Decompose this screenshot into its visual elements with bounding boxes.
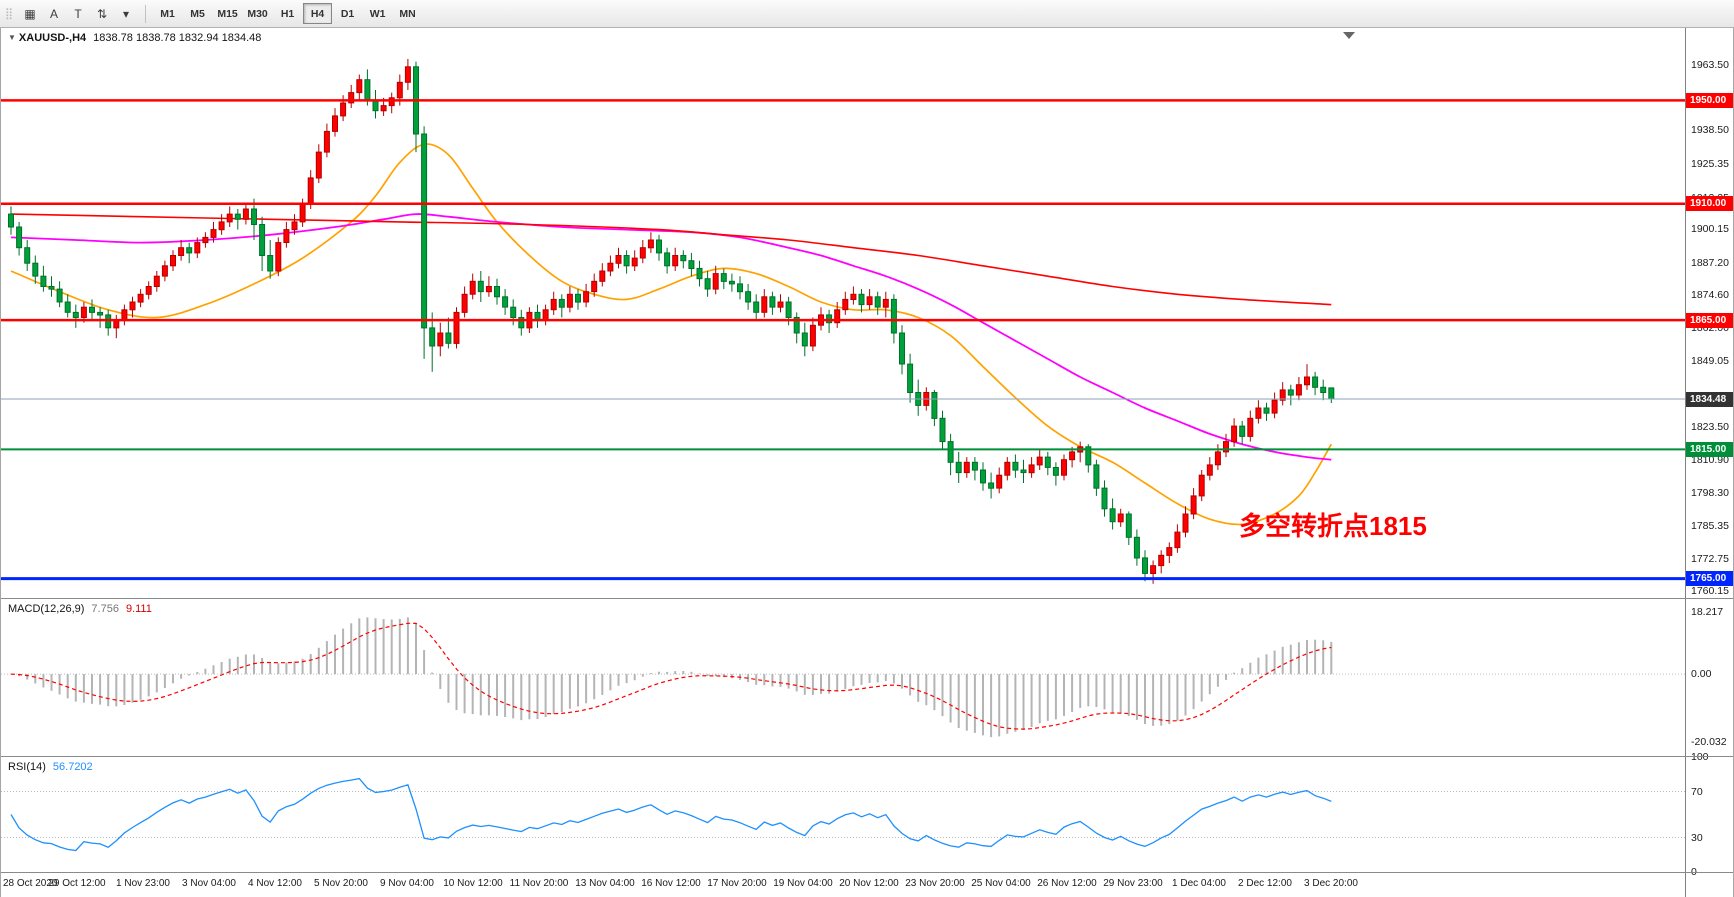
macd-axis-label: 18.217: [1691, 606, 1724, 618]
price-axis-label: 1760.15: [1691, 585, 1729, 597]
timeframe-button-mn[interactable]: MN: [399, 7, 416, 20]
price-axis-label: 1810.90: [1691, 454, 1729, 466]
text-box-button[interactable]: T: [74, 6, 82, 21]
time-axis-label: 3 Nov 04:00: [182, 878, 236, 889]
price-axis-label: 1900.15: [1691, 223, 1729, 235]
chart-window: 28 Oct 2020 29 Oct 12:00 1 Nov 23:00 3 Nov …: [0, 28, 1734, 897]
rsi-axis-label: 100: [1691, 751, 1709, 763]
price-axis-label: 1938.50: [1691, 124, 1729, 136]
time-axis-label: 26 Nov 12:00: [1037, 878, 1097, 889]
pane-separator[interactable]: [1, 598, 1733, 599]
time-axis-label: 29 Oct 12:00: [48, 878, 106, 889]
timeframe-button-m15[interactable]: M15: [217, 7, 238, 20]
price-tag-1950.00: 1950.00: [1686, 93, 1733, 108]
time-axis-label: 9 Nov 04:00: [380, 878, 434, 889]
toolbar: ⣿ ▦ A T ⇅ ▾ M1 M5 M15 M30 H1 H4 D1 W1 MN: [0, 0, 1734, 28]
macd-main-value: 7.756: [91, 603, 119, 615]
ma-mid-magenta-line[interactable]: [10, 213, 1332, 461]
timeframe-button-w1[interactable]: W1: [369, 7, 386, 20]
price-axis[interactable]: 1963.501938.501925.351912.251900.151887.…: [1685, 28, 1733, 897]
pane-separator: [1, 872, 1733, 873]
chart-text-annotation[interactable]: 多空转折点1815: [1239, 511, 1427, 541]
price-axis-label: 1823.50: [1691, 421, 1729, 433]
ohlc-values: 1838.78 1838.78 1832.94 1834.48: [93, 32, 262, 44]
text-label-button[interactable]: A: [50, 6, 59, 21]
price-axis-label: 1963.50: [1691, 59, 1729, 71]
toolbar-drag-handle-icon[interactable]: ⣿: [5, 8, 14, 20]
timeframe-button-h4[interactable]: H4: [303, 3, 333, 24]
time-axis-label: 28 Oct 2020: [3, 878, 58, 889]
price-axis-label: 1785.35: [1691, 520, 1729, 532]
price-axis-label: 1887.20: [1691, 257, 1729, 269]
rsi-axis-label: 70: [1691, 786, 1703, 798]
macd-signal-line: [10, 622, 1332, 730]
rsi-title: RSI(14): [8, 761, 46, 773]
time-axis-label: 3 Dec 20:00: [1304, 878, 1358, 889]
time-axis-label: 17 Nov 20:00: [707, 878, 767, 889]
price-axis-label: 1772.75: [1691, 553, 1729, 565]
rsi-value: 56.7202: [52, 761, 93, 773]
rsi-line: [10, 777, 1332, 852]
pane-separator[interactable]: [1, 756, 1733, 757]
macd-indicator-pane[interactable]: [1, 599, 1685, 756]
time-axis-label: 23 Nov 20:00: [905, 878, 965, 889]
macd-header: MACD(12,26,9) 7.756 9.111: [8, 603, 152, 615]
candles-group: [8, 59, 1335, 584]
timeframe-button-h1[interactable]: H1: [280, 7, 295, 20]
time-axis-label: 10 Nov 12:00: [443, 878, 503, 889]
price-tag-1865.00: 1865.00: [1686, 313, 1733, 328]
rsi-header: RSI(14) 56.7202: [8, 761, 93, 773]
time-axis[interactable]: 28 Oct 2020 29 Oct 12:00 1 Nov 23:00 3 Nov …: [1, 873, 1685, 897]
rsi-axis-label: 30: [1691, 832, 1703, 844]
price-axis-label: 1925.35: [1691, 158, 1729, 170]
timeframe-button-m1[interactable]: M1: [160, 7, 175, 20]
price-tag-1910.00: 1910.00: [1686, 196, 1733, 211]
rsi-indicator-pane[interactable]: [1, 757, 1685, 872]
main-price-chart[interactable]: [1, 28, 1685, 598]
timeframe-button-d1[interactable]: D1: [340, 7, 355, 20]
price-tag-1815.00: 1815.00: [1686, 442, 1733, 457]
symbol-label: XAUUSD-,H4: [18, 32, 87, 44]
symbol-ohlc-readout: ▼ XAUUSD-,H4 1838.78 1838.78 1832.94 1834.…: [8, 32, 261, 44]
price-axis-label: 1798.30: [1691, 487, 1729, 499]
toolbar-dropdown-button[interactable]: ▾: [123, 6, 130, 21]
price-axis-label: 1849.05: [1691, 355, 1729, 367]
macd-axis-label: 0.00: [1691, 668, 1712, 680]
symbol-dropdown-icon[interactable]: ▼: [8, 33, 16, 42]
time-axis-label: 25 Nov 04:00: [971, 878, 1031, 889]
time-axis-label: 2 Dec 12:00: [1238, 878, 1292, 889]
time-axis-label: 11 Nov 20:00: [509, 878, 569, 889]
ma-slow-red-line[interactable]: [10, 213, 1332, 306]
tool-button-group: ▦ A T ⇅ ▾: [18, 3, 138, 25]
time-axis-label: 1 Nov 23:00: [116, 878, 170, 889]
time-axis-label: 19 Nov 04:00: [773, 878, 833, 889]
time-axis-label: 1 Dec 04:00: [1172, 878, 1226, 889]
time-axis-label: 13 Nov 04:00: [575, 878, 635, 889]
ma-fast-orange-line[interactable]: [10, 143, 1333, 526]
scroll-anchor-icon[interactable]: [1343, 32, 1355, 39]
current-price-tag: 1834.48: [1686, 392, 1733, 407]
time-axis-label: 20 Nov 12:00: [839, 878, 899, 889]
time-axis-label: 16 Nov 12:00: [641, 878, 701, 889]
cycle-symbols-button[interactable]: ⇅: [97, 6, 108, 21]
price-tag-1765.00: 1765.00: [1686, 571, 1733, 586]
time-axis-label: 5 Nov 20:00: [314, 878, 368, 889]
timeframe-button-m5[interactable]: M5: [190, 7, 205, 20]
timeframe-button-m30[interactable]: M30: [247, 7, 268, 20]
time-axis-label: 29 Nov 23:00: [1103, 878, 1163, 889]
macd-axis-label: -20.032: [1691, 736, 1727, 748]
macd-histogram: [18, 617, 1333, 738]
macd-signal-value: 9.111: [125, 603, 152, 615]
toolbar-separator: [145, 4, 147, 23]
macd-title: MACD(12,26,9): [8, 603, 85, 615]
timeframe-button-group: M1 M5 M15 M30 H1 H4 D1 W1 MN: [153, 3, 422, 24]
chart-layout-button[interactable]: ▦: [24, 6, 36, 21]
time-axis-label: 4 Nov 12:00: [248, 878, 302, 889]
price-axis-label: 1874.60: [1691, 289, 1729, 301]
